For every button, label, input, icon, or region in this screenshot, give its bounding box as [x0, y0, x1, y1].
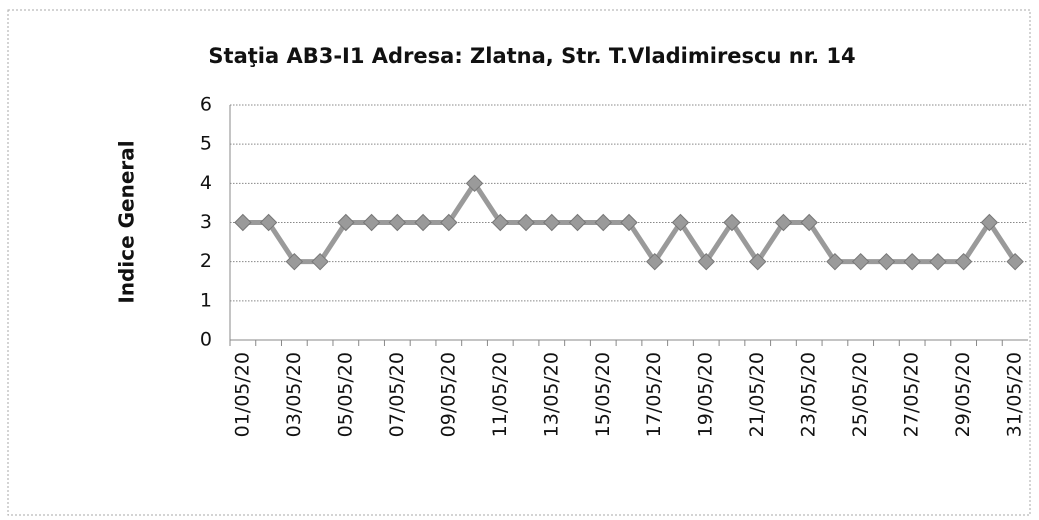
point-marker: [620, 213, 638, 232]
x-tick-label: 09/05/20: [437, 352, 459, 437]
x-tick-label: 27/05/20: [901, 352, 923, 437]
point-marker: [851, 252, 870, 271]
point-marker: [903, 252, 921, 271]
chart-title: Staţia AB3-I1 Adresa: Zlatna, Str. T.Vla…: [208, 44, 855, 68]
y-tick-label: 4: [200, 172, 212, 194]
x-tick-label: 03/05/20: [283, 352, 305, 437]
point-marker: [877, 252, 896, 271]
point-marker: [749, 252, 767, 271]
point-marker: [388, 213, 407, 232]
x-tick-label: 31/05/20: [1004, 352, 1026, 437]
point-marker: [465, 174, 484, 193]
point-marker: [234, 213, 252, 232]
y-axis-title: Indice General: [115, 140, 139, 303]
x-tick-label: 25/05/20: [849, 352, 871, 437]
x-tick-label: 11/05/20: [489, 352, 511, 437]
point-marker: [491, 213, 509, 232]
point-marker: [723, 213, 741, 232]
x-tick-label: 17/05/20: [643, 352, 665, 437]
point-marker: [543, 213, 561, 232]
x-tick-label: 15/05/20: [592, 352, 614, 437]
point-marker: [929, 252, 947, 271]
x-tick-label: 23/05/20: [798, 352, 820, 437]
chart-border: [7, 9, 1031, 516]
point-marker: [800, 213, 818, 232]
x-tick-label: 01/05/20: [231, 352, 253, 437]
x-tick-label: 29/05/20: [952, 352, 974, 437]
point-marker: [774, 213, 793, 232]
point-marker: [826, 252, 844, 271]
y-tick-label: 1: [200, 289, 212, 311]
point-marker: [646, 252, 664, 271]
x-tick-label: 13/05/20: [540, 352, 562, 437]
x-tick-label: 07/05/20: [386, 352, 408, 437]
point-marker: [414, 213, 432, 232]
y-tick-label: 3: [200, 211, 212, 233]
y-tick-label: 5: [200, 133, 212, 155]
point-marker: [259, 213, 278, 232]
point-marker: [954, 252, 973, 271]
point-marker: [337, 213, 355, 232]
y-tick-label: 2: [200, 250, 212, 272]
point-marker: [440, 213, 458, 232]
point-marker: [568, 213, 587, 232]
point-marker: [671, 213, 690, 232]
point-marker: [1006, 252, 1024, 271]
point-marker: [362, 213, 381, 232]
point-marker: [285, 252, 304, 271]
point-marker: [517, 213, 535, 232]
y-tick-label: 6: [200, 94, 212, 116]
point-marker: [594, 213, 612, 232]
y-tick-label: 0: [200, 329, 212, 351]
point-marker: [980, 213, 999, 232]
x-tick-label: 21/05/20: [746, 352, 768, 437]
point-marker: [311, 252, 329, 271]
x-tick-label: 19/05/20: [695, 352, 717, 437]
x-tick-label: 05/05/20: [334, 352, 356, 437]
point-marker: [697, 252, 715, 271]
